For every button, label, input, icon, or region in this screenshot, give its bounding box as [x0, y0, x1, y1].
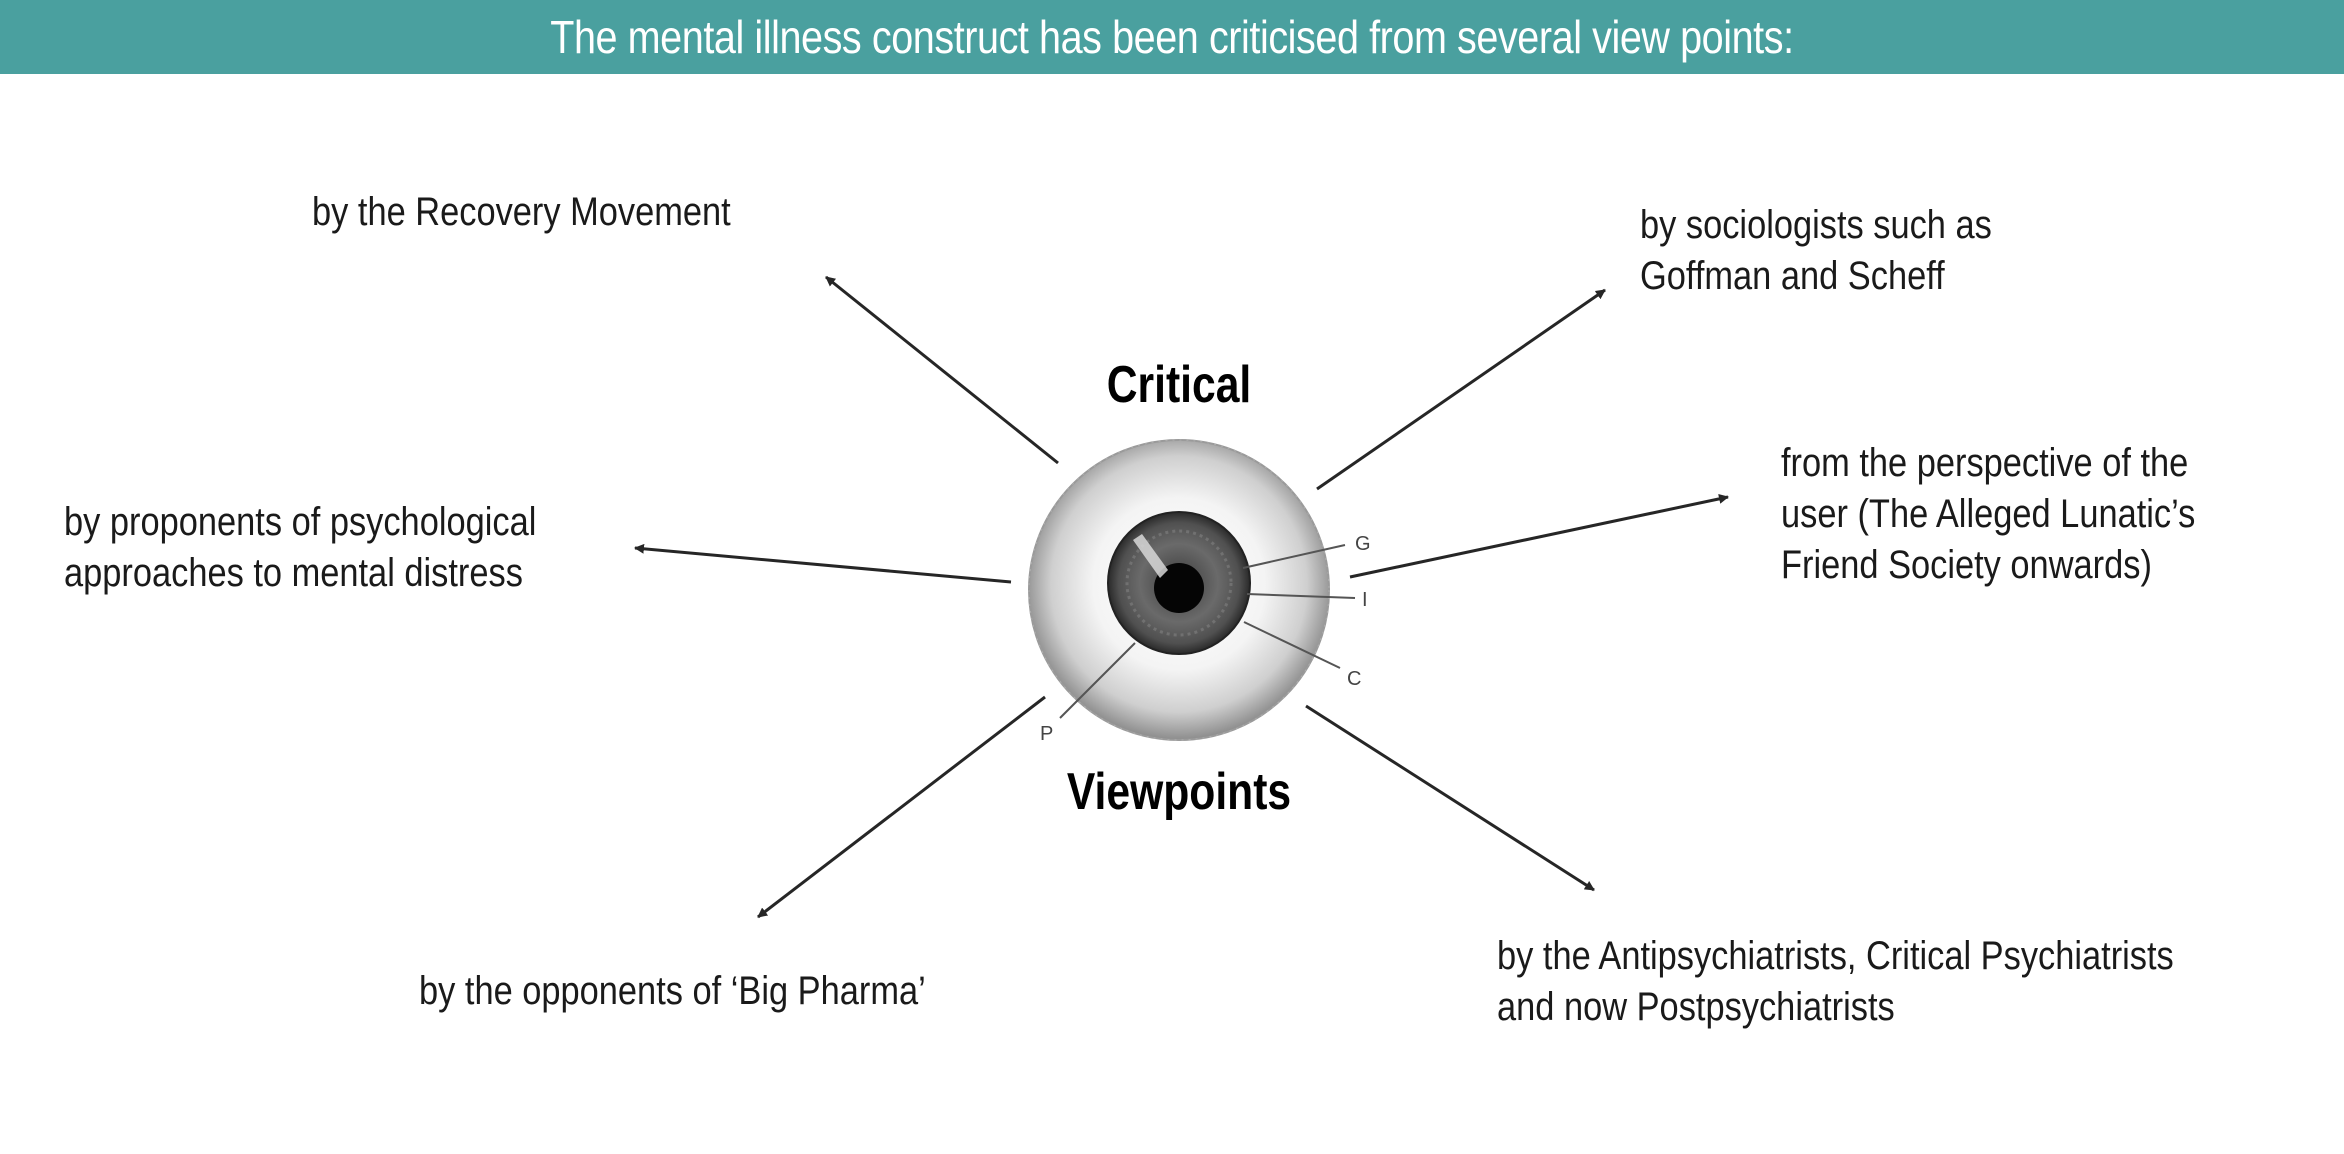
viewpoint-user-perspective: from the perspective of the user (The Al…: [1781, 441, 2196, 587]
viewpoint-antipsychiatrists: by the Antipsychiatrists, Critical Psych…: [1497, 934, 2174, 1029]
title-banner: The mental illness construct has been cr…: [0, 0, 2344, 74]
arrow-antipsychiatrists: [1305, 704, 1595, 892]
eye-letter-i: I: [1362, 589, 1368, 611]
center-label-viewpoints: Viewpoints: [1066, 763, 1292, 821]
viewpoint-big-pharma: by the opponents of ‘Big Pharma’: [419, 969, 926, 1013]
page-title: The mental illness construct has been cr…: [550, 11, 1794, 63]
eye-letter-g: G: [1355, 533, 1371, 555]
viewpoint-sociologists: by sociologists such as Goffman and Sche…: [1640, 203, 1992, 298]
arrow-psychological-approaches: [634, 543, 1012, 584]
arrow-big-pharma: [757, 695, 1046, 919]
eye-letter-c: C: [1347, 668, 1361, 690]
viewpoint-recovery-movement: by the Recovery Movement: [312, 190, 731, 234]
eye-letter-p: P: [1040, 723, 1053, 745]
center-label-critical: Critical: [1106, 356, 1252, 414]
arrow-user-perspective: [1349, 493, 1729, 579]
arrow-sociologists: [1316, 288, 1606, 491]
arrow-recovery-movement: [825, 275, 1059, 465]
viewpoint-psychological-approaches: by proponents of psychological approache…: [64, 500, 537, 595]
eye-icon: [1028, 439, 1356, 741]
